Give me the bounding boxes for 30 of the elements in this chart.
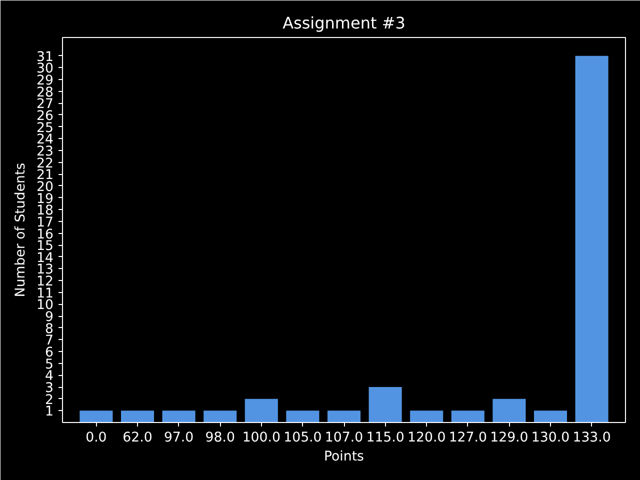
x-tick-label: 0.0 xyxy=(86,430,107,446)
x-axis-title: Points xyxy=(324,450,364,464)
bar xyxy=(80,410,113,422)
bar xyxy=(575,56,608,422)
x-tick-label: 97.0 xyxy=(164,430,194,446)
x-tick-label: 100.0 xyxy=(242,430,280,446)
bar xyxy=(204,410,237,422)
x-tick-label: 107.0 xyxy=(324,430,364,446)
bar xyxy=(368,387,402,422)
bar xyxy=(244,398,278,422)
bar xyxy=(162,410,196,422)
x-tick-label: 129.0 xyxy=(490,430,528,446)
chart-title: Assignment #3 xyxy=(282,14,406,32)
bar xyxy=(492,398,526,422)
x-tick-label: 130.0 xyxy=(531,430,570,446)
x-tick-label: 127.0 xyxy=(448,430,487,446)
bar xyxy=(286,410,320,422)
x-tick-label: 105.0 xyxy=(284,430,322,446)
bar xyxy=(120,410,154,422)
x-tick-label: 115.0 xyxy=(366,430,404,446)
bar xyxy=(327,410,361,422)
x-tick-label: 133.0 xyxy=(572,430,611,446)
x-tick-label: 120.0 xyxy=(408,430,446,446)
x-tick-label: 98.0 xyxy=(205,430,235,446)
y-tick-label: 1 xyxy=(45,404,54,420)
bar xyxy=(451,410,484,422)
bar xyxy=(534,410,568,422)
x-tick-label: 62.0 xyxy=(122,430,152,446)
y-axis-title: Number of Students xyxy=(14,162,29,298)
bar xyxy=(410,410,444,422)
